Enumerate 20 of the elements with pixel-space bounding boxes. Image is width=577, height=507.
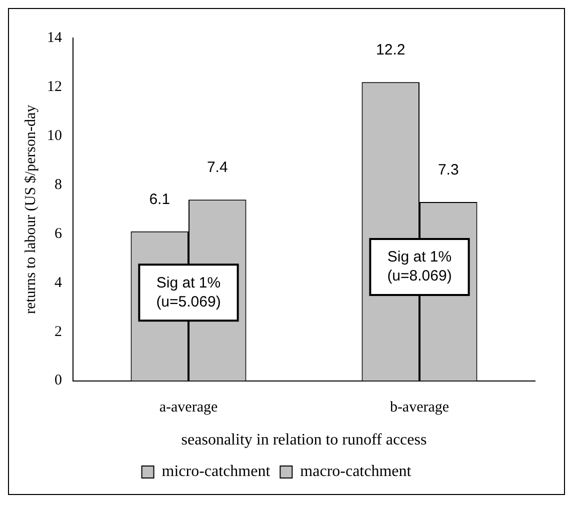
data-label: 7.3 bbox=[438, 162, 459, 179]
y-tick-label: 10 bbox=[47, 128, 62, 144]
y-tick-label: 6 bbox=[54, 226, 62, 242]
x-tick-label: b-average bbox=[390, 400, 450, 416]
data-label: 12.2 bbox=[376, 42, 406, 59]
y-tick-label: 12 bbox=[47, 78, 62, 95]
legend-label: micro-catchment bbox=[162, 463, 271, 480]
y-tick-label: 2 bbox=[54, 324, 62, 340]
y-tick-label: 8 bbox=[54, 176, 62, 193]
y-tick-label: 0 bbox=[54, 372, 62, 389]
y-tick-label: 4 bbox=[54, 274, 62, 291]
data-label: 6.1 bbox=[149, 191, 170, 208]
annotation: Sig at 1% (u=5.069) bbox=[156, 274, 221, 310]
y-axis-title: returns to labour (US $/person-day bbox=[22, 104, 39, 314]
data-label: 7.4 bbox=[206, 159, 228, 176]
annotation: Sig at 1% (u=8.069) bbox=[387, 248, 452, 285]
legend-label: macro-catchment bbox=[300, 463, 412, 480]
y-tick-label: 14 bbox=[47, 30, 62, 46]
x-axis-title: seasonality in relation to runoff access bbox=[181, 432, 427, 449]
x-tick-label: a-average bbox=[159, 400, 218, 416]
